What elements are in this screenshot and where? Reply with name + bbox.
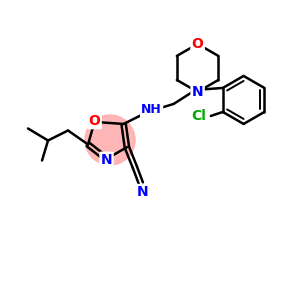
Text: O: O xyxy=(192,37,203,51)
Text: Cl: Cl xyxy=(191,109,206,123)
Text: N: N xyxy=(101,153,112,167)
Text: NH: NH xyxy=(141,103,162,116)
Text: N: N xyxy=(192,85,203,99)
Circle shape xyxy=(85,115,135,165)
Text: O: O xyxy=(88,114,101,128)
Text: N: N xyxy=(137,185,149,199)
